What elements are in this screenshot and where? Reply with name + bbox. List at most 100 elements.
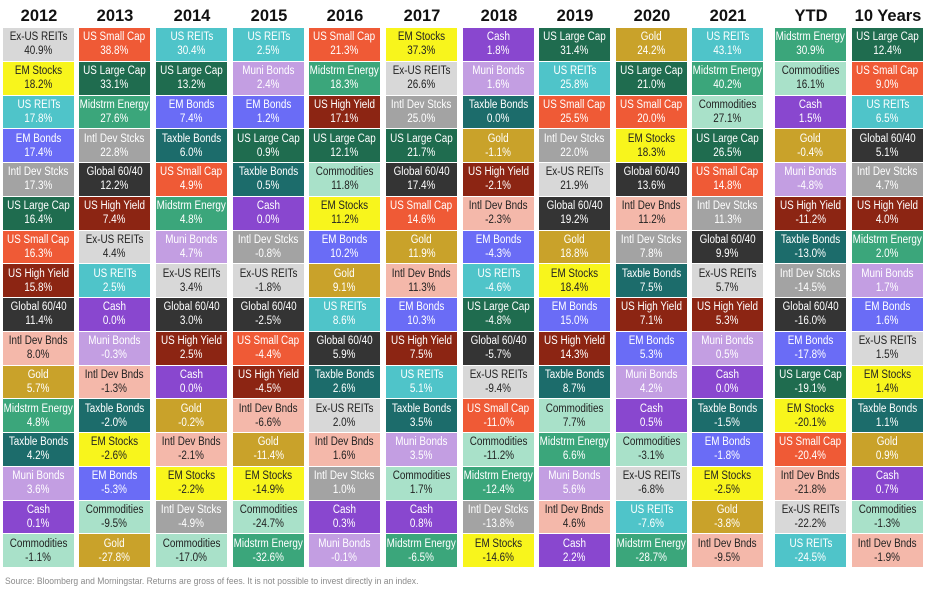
asset-label: EM Bonds — [398, 301, 445, 314]
asset-label: Midstrm Energy — [692, 65, 763, 78]
quilt-cell: Intl Dev Bnds -1.3% — [79, 365, 150, 399]
asset-label: US High Yield — [467, 166, 530, 179]
quilt-cell: Cash 0.0% — [79, 298, 150, 331]
quilt-cell: EM Bonds 1.2% — [233, 95, 304, 129]
asset-label: Taxble Bonds — [238, 166, 299, 179]
asset-label: Commodities — [698, 98, 757, 111]
return-value: 18.3% — [637, 146, 666, 159]
return-value: 4.4% — [103, 247, 126, 260]
quilt-cell: Midstrm Energy -6.5% — [386, 534, 457, 568]
asset-label: Intl Dev Bnds — [545, 503, 604, 516]
asset-label: Cash — [875, 470, 900, 483]
asset-label: Ex-US REITs — [162, 267, 221, 280]
quilt-cell: US Small Cap 14.8% — [692, 163, 763, 196]
quilt-cell: US Small Cap 9.0% — [852, 61, 923, 95]
quilt-cell: Commodities 16.1% — [775, 61, 846, 95]
quilt-cell: US Large Cap -19.1% — [775, 365, 846, 399]
return-value: 0.3% — [333, 517, 356, 530]
asset-label: US Large Cap — [696, 132, 759, 145]
asset-label: Commodities — [781, 65, 840, 78]
return-value: 5.7% — [716, 281, 739, 294]
asset-label: Commodities — [315, 166, 374, 179]
return-value: 30.4% — [177, 45, 206, 58]
return-value: -14.6% — [482, 551, 515, 564]
quilt-cell: Ex-US REITs -9.4% — [463, 365, 534, 399]
return-value: 1.7% — [410, 484, 433, 497]
quilt-cell: Ex-US REITs 4.4% — [79, 230, 150, 264]
quilt-cell: EM Stocks 37.3% — [386, 28, 457, 61]
quilt-cell: Intl Dev Stcks 17.3% — [3, 163, 74, 196]
return-value: -2.2% — [178, 484, 205, 497]
return-value: 21.9% — [560, 180, 589, 193]
quilt-cell: US REITs -4.6% — [463, 264, 534, 298]
quilt-cell: US Large Cap 16.4% — [3, 196, 74, 230]
asset-label: Global 60/40 — [782, 301, 839, 314]
return-value: 2.0% — [876, 247, 899, 260]
asset-label: US Small Cap — [620, 98, 683, 111]
quilt-cell: Cash 2.2% — [539, 534, 610, 568]
asset-label: Intl Dev Stcks — [857, 166, 918, 179]
asset-label: US Large Cap — [160, 65, 223, 78]
asset-label: Global 60/40 — [240, 301, 297, 314]
asset-label: Intl Dev Bnds — [239, 402, 298, 415]
return-value: -11.2% — [483, 450, 514, 463]
quilt-cell: US Large Cap 31.4% — [539, 28, 610, 61]
quilt-cell: Muni Bonds -0.3% — [79, 331, 150, 365]
return-value: -5.7% — [485, 349, 512, 362]
return-value: 6.6% — [563, 450, 586, 463]
quilt-cell: Commodities -1.1% — [3, 534, 74, 568]
return-value: 26.5% — [713, 146, 742, 159]
quilt-cell: US High Yield -11.2% — [775, 196, 846, 230]
quilt-cell: Global 60/40 17.4% — [386, 163, 457, 196]
return-value: 2.4% — [257, 79, 280, 92]
quilt-cell: US High Yield 7.5% — [386, 331, 457, 365]
quilt-cell: Taxble Bonds 0.5% — [233, 163, 304, 196]
asset-label: EM Stocks — [244, 470, 293, 483]
quilt-cell: Taxble Bonds 3.5% — [386, 399, 457, 433]
asset-label: Muni Bonds — [242, 65, 295, 78]
asset-label: Global 60/40 — [393, 166, 450, 179]
return-value: -6.6% — [255, 416, 282, 429]
asset-label: Muni Bonds — [395, 436, 448, 449]
column-header: 2015 — [250, 7, 288, 25]
column-header: 10 Years — [854, 7, 922, 25]
quilt-cell: US Small Cap 16.3% — [3, 230, 74, 264]
quilt-cell: Ex-US REITs 1.5% — [852, 331, 923, 365]
return-value: 37.3% — [407, 45, 436, 58]
return-value: 18.8% — [560, 247, 589, 260]
column-header: 2018 — [480, 7, 518, 25]
quilt-cell: Commodities -24.7% — [233, 500, 304, 534]
return-value: 25.5% — [560, 112, 589, 125]
quilt-cell: Gold 0.9% — [852, 433, 923, 466]
quilt-cell: US Large Cap 33.1% — [79, 61, 150, 95]
quilt-cell: Midstrm Energy 6.6% — [539, 433, 610, 466]
return-value: 8.7% — [563, 382, 586, 395]
asset-label: Midstrm Energy — [79, 98, 150, 111]
quilt-cell: Muni Bonds 1.6% — [463, 61, 534, 95]
quilt-cell: Midstrm Energy 30.9% — [775, 28, 846, 61]
return-value: 11.3% — [407, 281, 436, 294]
quilt-cell: Intl Dev Bnds 4.6% — [539, 500, 610, 534]
return-value: -32.6% — [252, 551, 285, 564]
return-value: 43.1% — [713, 45, 742, 58]
quilt-cell: Intl Dev Stcks -13.8% — [463, 500, 534, 534]
quilt-cell: Global 60/40 3.0% — [156, 298, 227, 331]
quilt-cell: Ex-US REITs -22.2% — [775, 500, 846, 534]
return-value: 11.4% — [24, 315, 53, 328]
return-value: -11.4% — [253, 450, 284, 463]
return-value: 4.0% — [876, 214, 899, 227]
return-value: 13.2% — [177, 79, 206, 92]
asset-label: Ex-US REITs — [239, 267, 298, 280]
asset-label: US Large Cap — [390, 132, 453, 145]
quilt-cell: US REITs 43.1% — [692, 28, 763, 61]
quilt-cell: Global 60/40 12.2% — [79, 163, 150, 196]
return-value: -1.3% — [101, 382, 128, 395]
quilt-cell: US High Yield -2.1% — [463, 163, 534, 196]
quilt-cell: US High Yield 15.8% — [3, 264, 74, 298]
asset-label: Ex-US REITs — [85, 233, 144, 246]
asset-label: US Small Cap — [856, 65, 919, 78]
asset-label: Taxble Bonds — [314, 368, 375, 381]
asset-label: US High Yield — [856, 200, 919, 213]
quilt-cell: US Small Cap 38.8% — [79, 28, 150, 61]
asset-label: US Large Cap — [856, 31, 919, 44]
